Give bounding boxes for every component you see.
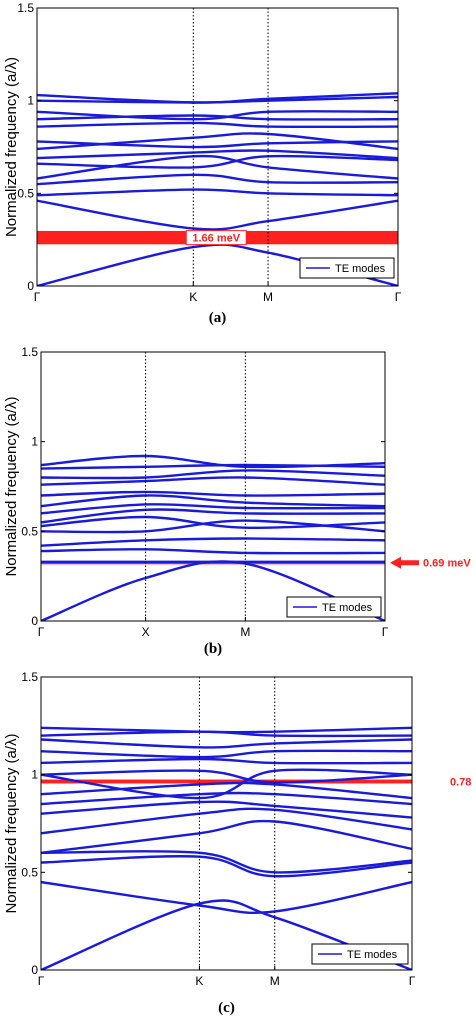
te-band-line — [41, 800, 412, 819]
te-band-line — [41, 494, 385, 508]
te-band-line — [37, 154, 398, 169]
x-tick-label: Γ — [395, 290, 402, 304]
te-band-line — [41, 791, 412, 806]
x-tick-label: M — [263, 290, 273, 304]
x-tick-label: Γ — [34, 290, 41, 304]
band-series-group — [37, 92, 398, 286]
band-series-group — [41, 726, 412, 970]
te-band-line — [41, 503, 385, 515]
te-band-line — [37, 188, 398, 197]
te-band-line — [37, 149, 398, 160]
x-tick-label: M — [270, 974, 280, 988]
band-panel: 0 0.5 1 1.5 Γ K M Γ Normalized frequency (a/λ) TE… — [3, 670, 474, 1016]
y-tick-label: 1.5 — [21, 345, 38, 359]
plot-axes-frame — [36, 7, 399, 287]
te-band-line — [37, 173, 398, 186]
te-band-line — [41, 769, 412, 784]
te-band-line — [37, 154, 398, 180]
y-tick-label: 0 — [31, 614, 38, 628]
y-tick-label: 1.5 — [21, 670, 38, 684]
x-tick-label: K — [189, 290, 197, 304]
x-tick-label: M — [240, 625, 250, 639]
gap-label: 0.69 meV — [423, 558, 471, 570]
band-panel: 0 0.5 1 1.5 Γ X M Γ Normalized frequency (a/λ) TE… — [3, 345, 471, 657]
te-band-line — [41, 490, 385, 497]
y-tick-label: 0.5 — [17, 186, 34, 200]
legend-box — [311, 943, 409, 965]
te-band-line — [37, 140, 398, 149]
band-gap-region — [41, 561, 385, 565]
y-tick-label: 0 — [31, 963, 38, 977]
te-band-line — [41, 476, 385, 486]
gap-arrow-icon — [390, 556, 419, 569]
y-tick-label: 1 — [31, 435, 38, 449]
te-band-line — [41, 738, 412, 749]
te-band-line — [41, 768, 412, 800]
x-tick-label: K — [195, 974, 203, 988]
y-tick-label: 0.5 — [21, 524, 38, 538]
te-band-line — [41, 469, 385, 480]
y-tick-label: 0 — [27, 279, 34, 293]
te-band-line — [41, 519, 385, 534]
te-band-line — [37, 92, 398, 104]
x-tick-label: X — [142, 625, 150, 639]
gap-label: 1.66 meV — [192, 233, 240, 245]
legend-label: TE modes — [322, 602, 373, 614]
gap-label: 0.78 meV — [450, 777, 474, 789]
te-band-line — [37, 121, 398, 129]
x-tick-label: Γ — [38, 625, 45, 639]
legend-label: TE modes — [335, 263, 386, 275]
legend-box — [299, 257, 395, 279]
x-tick-label: Γ — [38, 974, 45, 988]
panel-caption: (a) — [209, 310, 227, 326]
te-band-line — [41, 850, 412, 874]
plot-axes-frame — [40, 676, 413, 971]
te-band-line — [41, 781, 412, 800]
te-band-line — [41, 749, 412, 759]
te-band-line — [41, 855, 412, 878]
legend-label: TE modes — [347, 949, 398, 961]
legend: TE modes — [311, 943, 409, 965]
te-band-line — [41, 515, 385, 530]
legend: TE modes — [286, 596, 382, 618]
y-tick-label: 0.5 — [21, 865, 38, 879]
y-axis-label: Normalized frequency (a/λ) — [3, 57, 20, 237]
y-axis-label: Normalized frequency (a/λ) — [3, 396, 20, 576]
band-gap-region — [41, 779, 412, 784]
te-band-line — [41, 548, 385, 555]
te-band-line — [41, 819, 412, 854]
y-axis-label: Normalized frequency (a/λ) — [3, 733, 20, 913]
plot-axes-frame — [40, 351, 386, 622]
y-tick-label: 1 — [27, 94, 34, 108]
y-tick-label: 1 — [31, 768, 38, 782]
legend-box — [286, 596, 382, 618]
x-tick-label: Γ — [409, 974, 416, 988]
legend: TE modes — [299, 257, 395, 279]
te-band-line — [41, 508, 385, 524]
te-band-line — [41, 807, 412, 835]
y-tick-label: 1.5 — [17, 1, 34, 15]
te-band-line — [37, 199, 398, 231]
x-tick-label: Γ — [382, 625, 389, 639]
te-band-line — [41, 454, 385, 469]
te-band-line — [41, 726, 412, 734]
te-band-line — [37, 110, 398, 121]
gap-label-box — [185, 230, 247, 246]
te-band-line — [41, 537, 385, 547]
te-band-line — [41, 880, 412, 914]
panel-caption: (c) — [218, 1000, 235, 1016]
band-panel: 0 0.5 1 1.5 Γ K M Γ Normalized frequency (a/λ) TE… — [3, 1, 402, 326]
panel-caption: (b) — [204, 641, 222, 657]
te-band-line — [41, 757, 412, 765]
band-series-group — [41, 454, 385, 621]
